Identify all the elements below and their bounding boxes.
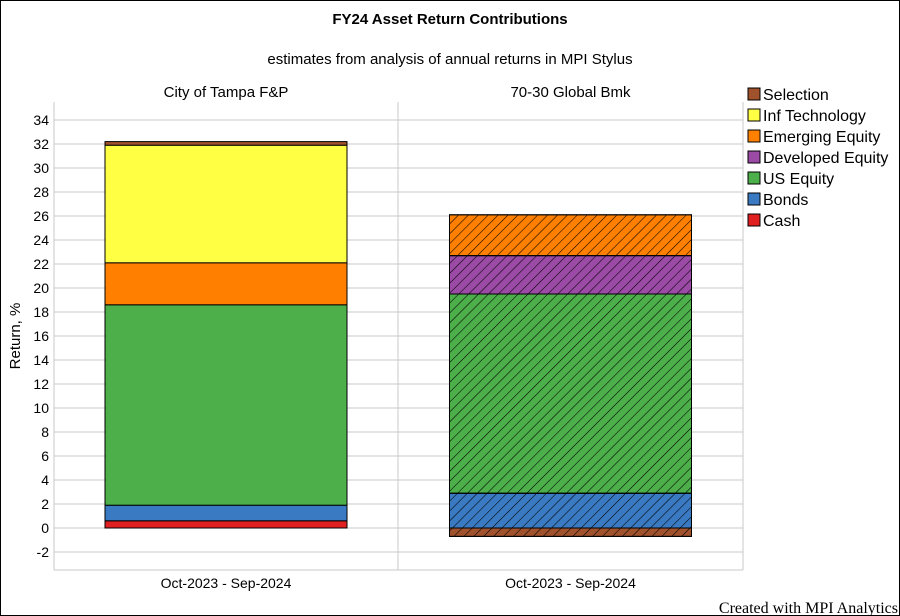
y-tick-label: 14 [33,352,49,368]
y-tick-label: 16 [33,328,49,344]
y-tick-label: 4 [41,472,49,488]
panel-title: City of Tampa F&P [164,84,289,101]
bar-segment-cash [104,520,348,529]
credit-text: Created with MPI Analytics [719,600,898,616]
y-tick-label: 12 [33,376,49,392]
legend-swatch-bonds [747,192,761,206]
y-tick-label: 30 [33,160,49,176]
bar-segment-us-equity [104,304,348,506]
legend-label: Bonds [763,192,808,209]
x-tick-label: Oct-2023 - Sep-2024 [505,575,636,591]
y-tick-label: 20 [33,280,49,296]
y-tick-label: 8 [41,424,49,440]
legend-label: Emerging Equity [763,129,880,146]
bar-segment-inf-technology [104,144,348,264]
plot-area: -20246810121416182022242628303234Return,… [7,84,744,591]
legend-swatch-selection [747,87,761,101]
chart-subtitle: estimates from analysis of annual return… [267,51,632,68]
legend-label: Cash [763,213,800,230]
y-tick-label: 10 [33,400,49,416]
legend-label: Inf Technology [763,108,866,125]
y-tick-label: 2 [41,496,49,512]
panel-title: 70-30 Global Bmk [510,84,631,101]
bar-segment-bonds [104,504,348,522]
legend-swatch-developed-equity [747,150,761,164]
y-tick-label: 26 [33,208,49,224]
y-tick-label: 24 [33,232,49,248]
bar-segment-hatch [449,214,692,257]
y-tick-label: 22 [33,256,49,272]
legend-label: Developed Equity [763,150,888,167]
legend-swatch-inf-technology [747,108,761,122]
legend-swatch-emerging-equity [747,129,761,143]
legend-label: Selection [763,87,829,104]
y-axis-label: Return, % [7,303,24,370]
x-tick-label: Oct-2023 - Sep-2024 [161,575,292,591]
legend-swatch-cash [747,213,761,227]
y-tick-label: 32 [33,136,49,152]
y-tick-label: 0 [41,520,49,536]
bar-segment-hatch [449,293,692,494]
y-tick-label: 34 [33,112,49,128]
y-tick-label: -2 [37,544,50,560]
legend-label: US Equity [763,171,834,188]
bar-segment-emerging-equity [104,262,348,306]
y-tick-label: 28 [33,184,49,200]
bar-segment-selection [104,141,348,146]
y-tick-label: 6 [41,448,49,464]
bar-segment-hatch [449,255,692,295]
legend-swatch-us-equity [747,171,761,185]
bar-segment-hatch [449,527,692,537]
chart-title: FY24 Asset Return Contributions [332,11,567,28]
bar-segment-hatch [449,492,692,529]
y-tick-label: 18 [33,304,49,320]
legend: Selection Inf Technology Emerging Equity De… [747,87,888,230]
